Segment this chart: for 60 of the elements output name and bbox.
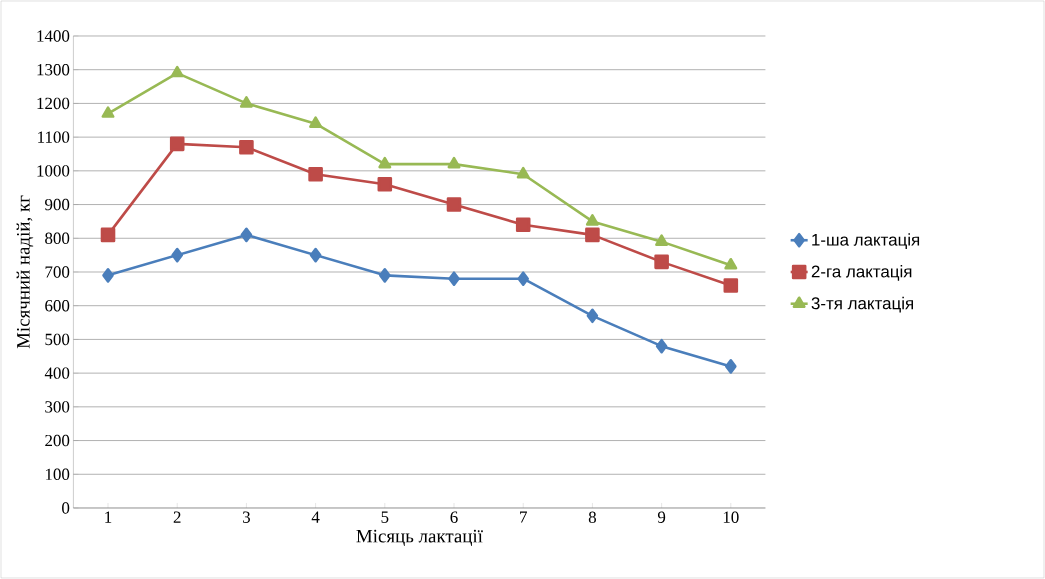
y-tick-label: 1100 — [38, 131, 70, 143]
point — [724, 257, 738, 270]
x-tick-label: 3 — [242, 511, 250, 523]
y-tick-label: 0 — [62, 502, 70, 514]
x-tick-label: 2 — [173, 511, 181, 523]
x-tick-label: 9 — [657, 511, 666, 523]
point — [169, 136, 185, 152]
y-tick-label: 700 — [45, 266, 70, 278]
point — [725, 359, 737, 374]
legend-label: 3-тя лактація — [811, 296, 913, 313]
point — [240, 227, 253, 243]
point — [586, 308, 599, 324]
point — [102, 268, 114, 283]
point — [585, 227, 600, 243]
point — [100, 227, 116, 243]
point — [515, 217, 531, 233]
point — [516, 166, 530, 179]
y-tick-label: 1300 — [37, 63, 70, 76]
legend-label: 1-ша лактація — [812, 233, 920, 249]
y-tick-label: 100 — [45, 468, 70, 480]
point — [654, 254, 669, 270]
y-tick-label: 1400 — [37, 30, 70, 42]
point — [377, 177, 393, 192]
y-tick-label: 200 — [45, 434, 70, 447]
y-tick-label: 1200 — [37, 97, 70, 110]
x-tick-label: 7 — [520, 511, 527, 523]
point — [309, 247, 322, 263]
point — [655, 338, 668, 354]
point — [446, 197, 462, 212]
x-axis-title: Місяць лактації — [356, 529, 483, 546]
x-tick-label: 6 — [450, 511, 458, 523]
point — [723, 278, 739, 293]
point — [170, 65, 184, 78]
y-tick-label: 800 — [45, 232, 70, 244]
x-tick-label: 10 — [723, 511, 739, 523]
point — [585, 214, 599, 226]
point — [309, 116, 323, 128]
point — [447, 156, 461, 169]
point — [239, 139, 254, 155]
point — [239, 96, 253, 108]
y-tick-label: 500 — [45, 333, 70, 346]
y-tick-label: 300 — [45, 401, 70, 413]
x-tick-label: 5 — [381, 511, 389, 523]
point — [448, 271, 460, 287]
y-tick-label: 1000 — [37, 165, 70, 177]
y-tick-label: 900 — [45, 198, 70, 211]
point — [378, 156, 392, 169]
point — [379, 268, 391, 283]
point — [517, 271, 530, 287]
x-tick-label: 8 — [588, 511, 597, 523]
point — [655, 234, 669, 246]
x-tick-label: 1 — [105, 511, 112, 523]
y-tick-label: 600 — [45, 299, 70, 312]
x-tick-label: 4 — [311, 511, 320, 523]
point — [101, 106, 115, 118]
legend-label: 2-га лактація — [811, 265, 912, 281]
point — [308, 166, 323, 182]
y-axis-title: Місячний надій, кг — [16, 195, 34, 349]
point — [171, 247, 184, 263]
y-tick-label: 400 — [44, 367, 70, 379]
